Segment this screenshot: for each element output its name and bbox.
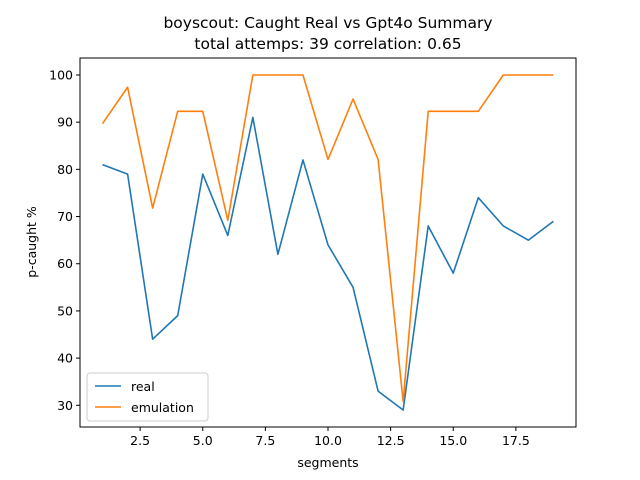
chart-subtitle: total attemps: 39 correlation: 0.65: [194, 35, 461, 53]
x-tick-label: 5.0: [193, 433, 213, 448]
chart-title: boyscout: Caught Real vs Gpt4o Summary: [163, 14, 492, 32]
y-tick-label: 30: [57, 398, 73, 413]
y-tick-label: 50: [57, 303, 73, 318]
y-tick-label: 80: [57, 162, 73, 177]
x-tick-label: 12.5: [377, 433, 405, 448]
x-tick-label: 15.0: [439, 433, 467, 448]
y-tick-label: 70: [57, 209, 73, 224]
series-line-real: [102, 116, 554, 411]
series-layer: [101, 74, 554, 411]
x-tick-label: 17.5: [502, 433, 530, 448]
y-axis-label: p-caught %: [24, 206, 39, 278]
y-tick-label: 90: [57, 115, 73, 130]
x-tick-label: 7.5: [255, 433, 275, 448]
x-axis-ticks: 2.5 5.0 7.5 10.0 12.5 15.0 17.5: [130, 427, 530, 448]
x-axis-label: segments: [297, 455, 358, 470]
y-tick-label: 100: [49, 67, 73, 82]
y-axis-ticks: 30 40 50 60 70 80 90 100: [49, 67, 80, 413]
x-tick-label: 10.0: [314, 433, 342, 448]
legend-label-emulation: emulation: [131, 400, 194, 415]
y-tick-label: 40: [57, 351, 73, 366]
series-line-emulation: [101, 74, 554, 403]
x-tick-label: 2.5: [130, 433, 150, 448]
legend: real emulation: [86, 372, 209, 422]
y-tick-label: 60: [57, 256, 73, 271]
legend-label-real: real: [131, 379, 155, 394]
legend-box: [86, 372, 209, 422]
